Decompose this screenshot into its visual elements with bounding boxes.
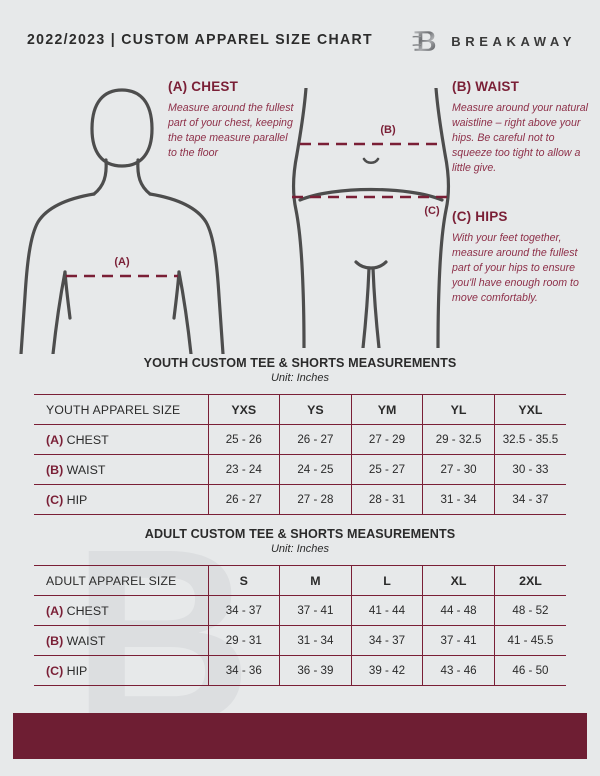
row-tag-a: (A) — [46, 432, 64, 447]
adult-hip-s: 34 - 36 — [208, 655, 281, 686]
adult-apparel-size-header: ADULT APPAREL SIZE — [34, 565, 209, 596]
youth-chest-ym: 27 - 29 — [351, 424, 424, 455]
adult-size-col-0: S — [208, 565, 281, 596]
adult-row-label-waist: (B) WAIST — [34, 625, 209, 656]
adult-hip-m: 36 - 39 — [279, 655, 352, 686]
youth-table-unit: Unit: Inches — [270, 372, 330, 384]
callout-chest-body: Measure around the fullest part of your … — [168, 102, 294, 160]
table-row: (C) HIP 26 - 27 27 - 28 28 - 31 31 - 34 … — [34, 484, 566, 515]
adult-size-col-1: M — [279, 565, 352, 596]
youth-chest-yxl: 32.5 - 35.5 — [494, 424, 566, 455]
youth-size-col-2: YM — [351, 394, 424, 425]
upper-body-torso-icon: (A) — [19, 88, 225, 354]
youth-chest-ys: 26 - 27 — [279, 424, 352, 455]
brand-lockup: BREAKAWAY — [410, 26, 576, 56]
youth-size-table: YOUTH APPAREL SIZE YXS YS YM YL YXL (A) … — [34, 394, 566, 515]
youth-table-title: YOUTH CUSTOM TEE & SHORTS MEASUREMENTS — [143, 356, 457, 370]
youth-waist-yxl: 30 - 33 — [494, 454, 566, 485]
row-name-hip: HIP — [66, 663, 88, 678]
table-header-row: YOUTH APPAREL SIZE YXS YS YM YL YXL — [34, 394, 566, 425]
hip-measure-label: (C) — [424, 205, 440, 217]
adult-size-col-2: L — [351, 565, 424, 596]
callout-waist-body: Measure around your natural waistline – … — [452, 102, 589, 175]
table-header-row: ADULT APPAREL SIZE S M L XL 2XL — [34, 565, 566, 596]
callout-hips: (C) HIPS With your feet together, measur… — [452, 209, 592, 306]
row-name-waist: WAIST — [66, 633, 106, 648]
adult-waist-s: 29 - 31 — [208, 625, 281, 656]
adult-size-col-3: XL — [422, 565, 495, 596]
youth-hip-yxl: 34 - 37 — [494, 484, 566, 515]
callout-hips-body: With your feet together, measure around … — [452, 232, 579, 305]
youth-size-col-4: YXL — [494, 394, 566, 425]
adult-waist-m: 31 - 34 — [279, 625, 352, 656]
callout-waist-heading: (B) WAIST — [452, 79, 520, 94]
youth-hip-yxs: 26 - 27 — [208, 484, 281, 515]
youth-waist-yxs: 23 - 24 — [208, 454, 281, 485]
youth-hip-yl: 31 - 34 — [422, 484, 495, 515]
breakaway-b-monogram-icon — [412, 31, 436, 51]
youth-row-label-waist: (B) WAIST — [34, 454, 209, 485]
table-row: (A) CHEST 34 - 37 37 - 41 41 - 44 44 - 4… — [34, 595, 566, 626]
adult-size-table-block: ADULT CUSTOM TEE & SHORTS MEASUREMENTS U… — [34, 527, 566, 686]
footer-bar — [13, 713, 587, 759]
callout-chest-heading: (A) CHEST — [168, 79, 239, 94]
table-row: (A) CHEST 25 - 26 26 - 27 27 - 29 29 - 3… — [34, 424, 566, 455]
lower-body-hips-icon: (B) (C) — [291, 88, 451, 348]
youth-row-label-chest: (A) CHEST — [34, 424, 209, 455]
adult-waist-l: 34 - 37 — [351, 625, 424, 656]
row-name-waist: WAIST — [66, 462, 106, 477]
youth-size-col-0: YXS — [208, 394, 281, 425]
adult-row-label-hip: (C) HIP — [34, 655, 209, 686]
row-name-chest: CHEST — [66, 603, 109, 618]
adult-row-label-chest: (A) CHEST — [34, 595, 209, 626]
adult-hip-2xl: 46 - 50 — [494, 655, 566, 686]
youth-size-col-1: YS — [279, 394, 352, 425]
table-row: (C) HIP 34 - 36 36 - 39 39 - 42 43 - 46 … — [34, 655, 566, 686]
youth-hip-ys: 27 - 28 — [279, 484, 352, 515]
table-row: (B) WAIST 29 - 31 31 - 34 34 - 37 37 - 4… — [34, 625, 566, 656]
measurement-figures: (A) (B) (C) — [0, 70, 600, 354]
row-tag-c: (C) — [46, 663, 64, 678]
adult-hip-xl: 43 - 46 — [422, 655, 495, 686]
youth-size-col-3: YL — [422, 394, 495, 425]
adult-chest-l: 41 - 44 — [351, 595, 424, 626]
row-name-hip: HIP — [66, 492, 88, 507]
adult-size-col-4: 2XL — [494, 565, 566, 596]
callout-hips-heading: (C) HIPS — [452, 209, 508, 224]
youth-apparel-size-header: YOUTH APPAREL SIZE — [34, 394, 209, 425]
row-name-chest: CHEST — [66, 432, 109, 447]
adult-table-unit: Unit: Inches — [270, 543, 330, 555]
chest-measure-label: (A) — [114, 256, 130, 268]
adult-size-table: ADULT APPAREL SIZE S M L XL 2XL (A) CHES… — [34, 565, 566, 686]
youth-size-table-block: YOUTH CUSTOM TEE & SHORTS MEASUREMENTS U… — [34, 356, 566, 515]
adult-chest-m: 37 - 41 — [279, 595, 352, 626]
adult-hip-l: 39 - 42 — [351, 655, 424, 686]
youth-row-label-hip: (C) HIP — [34, 484, 209, 515]
row-tag-a: (A) — [46, 603, 64, 618]
adult-waist-xl: 37 - 41 — [422, 625, 495, 656]
callout-waist: (B) WAIST Measure around your natural wa… — [452, 79, 592, 176]
table-row: (B) WAIST 23 - 24 24 - 25 25 - 27 27 - 3… — [34, 454, 566, 485]
adult-chest-xl: 44 - 48 — [422, 595, 495, 626]
row-tag-c: (C) — [46, 492, 64, 507]
waist-measure-label: (B) — [380, 124, 396, 136]
adult-chest-s: 34 - 37 — [208, 595, 281, 626]
youth-waist-yl: 27 - 30 — [422, 454, 495, 485]
youth-waist-ys: 24 - 25 — [279, 454, 352, 485]
page-header: 2022/2023 | CUSTOM APPAREL SIZE CHART BR… — [0, 0, 600, 72]
page-title: 2022/2023 | CUSTOM APPAREL SIZE CHART — [27, 31, 373, 48]
callout-chest: (A) CHEST Measure around the fullest par… — [168, 79, 298, 161]
youth-waist-ym: 25 - 27 — [351, 454, 424, 485]
adult-chest-2xl: 48 - 52 — [494, 595, 566, 626]
row-tag-b: (B) — [46, 633, 64, 648]
brand-name: BREAKAWAY — [451, 33, 576, 49]
adult-table-title: ADULT CUSTOM TEE & SHORTS MEASUREMENTS — [144, 527, 456, 541]
youth-chest-yxs: 25 - 26 — [208, 424, 281, 455]
adult-waist-2xl: 41 - 45.5 — [494, 625, 566, 656]
youth-chest-yl: 29 - 32.5 — [422, 424, 495, 455]
row-tag-b: (B) — [46, 462, 64, 477]
youth-hip-ym: 28 - 31 — [351, 484, 424, 515]
